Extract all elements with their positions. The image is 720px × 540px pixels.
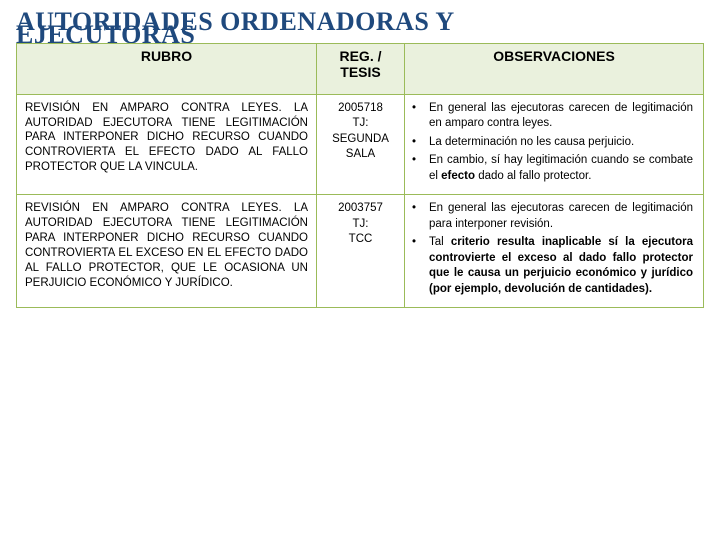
rubro-cell: REVISIÓN EN AMPARO CONTRA LEYES. LA AUTO… [17, 94, 317, 195]
bullet-icon: • [409, 101, 419, 132]
obs-cell: • En general las ejecutoras carecen de le… [405, 94, 704, 195]
col-rubro: RUBRO [17, 43, 317, 94]
slide: AUTORIDADES ORDENADORAS Y EJECUTORAS RUB… [0, 0, 720, 344]
col-obs: OBSERVACIONES [405, 43, 704, 94]
col-reg: REG. / TESIS [317, 43, 405, 94]
bullet-icon: • [409, 153, 419, 184]
reg-cell: 2003757TJ:TCC [317, 195, 405, 308]
table-header-row: RUBRO REG. / TESIS OBSERVACIONES [17, 43, 704, 94]
obs-item: La determinación no les causa perjuicio. [429, 135, 699, 151]
reg-cell: 2005718TJ:SEGUNDASALA [317, 94, 405, 195]
obs-item: Tal criterio resulta inaplicable sí la e… [429, 235, 699, 297]
rubro-cell: REVISIÓN EN AMPARO CONTRA LEYES. LA AUTO… [17, 195, 317, 308]
obs-item: En cambio, sí hay legitimación cuando se… [429, 153, 699, 184]
bullet-icon: • [409, 135, 419, 151]
obs-item: En general las ejecutoras carecen de leg… [429, 201, 699, 232]
legal-table: RUBRO REG. / TESIS OBSERVACIONES REVISIÓ… [16, 43, 704, 309]
table-row: REVISIÓN EN AMPARO CONTRA LEYES. LA AUTO… [17, 94, 704, 195]
table-row: REVISIÓN EN AMPARO CONTRA LEYES. LA AUTO… [17, 195, 704, 308]
obs-item: En general las ejecutoras carecen de leg… [429, 101, 699, 132]
bullet-icon: • [409, 235, 419, 297]
obs-cell: • En general las ejecutoras carecen de le… [405, 195, 704, 308]
bullet-icon: • [409, 201, 419, 232]
